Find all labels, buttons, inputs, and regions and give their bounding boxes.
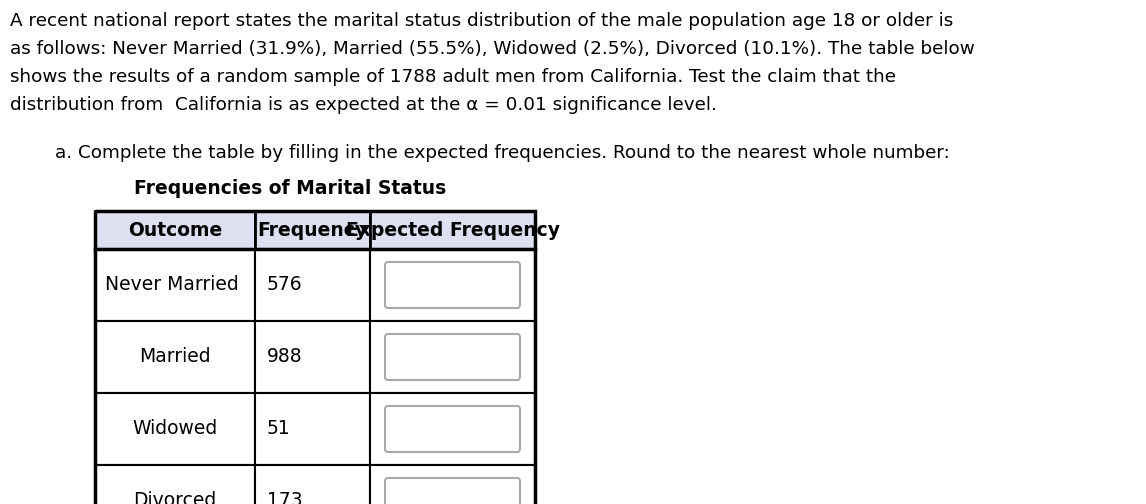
Text: Married: Married — [139, 347, 211, 366]
Text: Divorced: Divorced — [133, 491, 217, 504]
Bar — [256, 321, 370, 393]
Bar — [95, 211, 535, 504]
Text: Outcome: Outcome — [128, 221, 222, 239]
Bar — [95, 393, 256, 465]
Text: Expected Frequency: Expected Frequency — [345, 221, 559, 239]
Bar — [256, 249, 370, 321]
Text: A recent national report states the marital status distribution of the male popu: A recent national report states the mari… — [10, 12, 953, 30]
Text: 173: 173 — [267, 491, 303, 504]
Text: 51: 51 — [267, 419, 291, 438]
Text: Frequencies of Marital Status: Frequencies of Marital Status — [134, 179, 446, 198]
Text: Widowed: Widowed — [133, 419, 218, 438]
Text: shows the results of a random sample of 1788 adult men from California. Test the: shows the results of a random sample of … — [10, 68, 896, 86]
Bar — [370, 249, 535, 321]
Text: as follows: Never Married (31.9%), Married (55.5%), Widowed (2.5%), Divorced (10: as follows: Never Married (31.9%), Marri… — [10, 40, 975, 58]
Bar — [256, 465, 370, 504]
Bar — [256, 393, 370, 465]
Bar — [370, 393, 535, 465]
Bar — [95, 321, 256, 393]
Bar — [370, 211, 535, 249]
FancyBboxPatch shape — [385, 478, 520, 504]
Text: distribution from  California is as expected at the α = 0.01 significance level.: distribution from California is as expec… — [10, 96, 717, 114]
Bar — [95, 465, 256, 504]
Bar — [370, 465, 535, 504]
Bar — [95, 211, 256, 249]
FancyBboxPatch shape — [385, 334, 520, 380]
Bar — [95, 249, 256, 321]
Bar — [370, 321, 535, 393]
Text: 576: 576 — [267, 276, 303, 294]
FancyBboxPatch shape — [385, 406, 520, 452]
Bar — [256, 211, 370, 249]
Text: Frequency: Frequency — [258, 221, 368, 239]
Text: 988: 988 — [267, 347, 303, 366]
Text: Never Married: Never Married — [105, 276, 238, 294]
Text: a. Complete the table by filling in the expected frequencies. Round to the neare: a. Complete the table by filling in the … — [55, 144, 950, 162]
FancyBboxPatch shape — [385, 262, 520, 308]
